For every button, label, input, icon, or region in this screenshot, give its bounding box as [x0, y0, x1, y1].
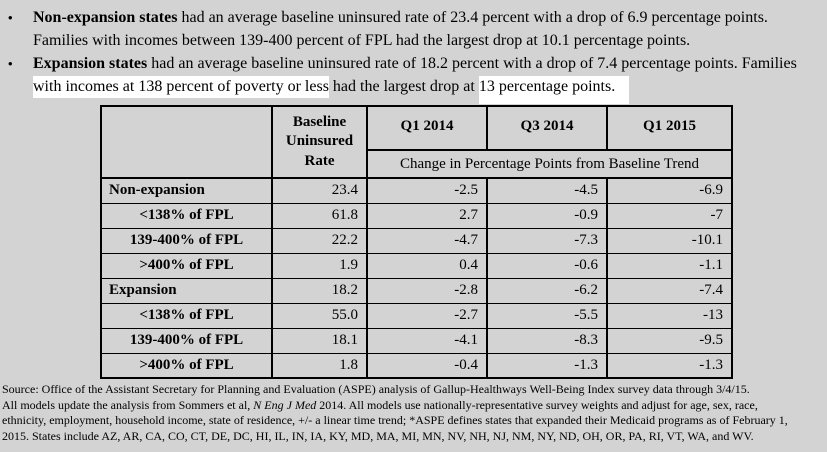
cell-q3-2014: -6.2 [486, 277, 608, 304]
cell-q1-2014: -2.8 [366, 277, 488, 304]
cell-q1-2015: -6.9 [606, 177, 733, 204]
row-label-expansion: Expansion [100, 277, 273, 304]
cell-q1-2014: 2.7 [366, 202, 488, 229]
highlighted-phrase-13-points: 13 percentage points. [478, 76, 630, 104]
row-label-139-400-fpl: 139-400% of FPL [100, 227, 273, 254]
table-corner-cell [100, 105, 273, 179]
cell-q1-2014: -2.7 [366, 302, 488, 329]
row-label-non-expansion: Non-expansion [100, 177, 273, 204]
table-header-row: Baseline Uninsured Rate Q1 2014 Q3 2014 … [100, 105, 733, 179]
cell-baseline: 18.2 [271, 277, 368, 304]
source-line-1: Source: Office of the Assistant Secretar… [2, 382, 750, 396]
bullet-body-non-expansion: had an average baseline uninsured rate o… [33, 9, 776, 49]
cell-q3-2014: -8.3 [486, 327, 608, 354]
table-row-nonexp-under-138: <138% of FPL 61.8 2.7 -0.9 -7 [100, 202, 733, 229]
cell-q1-2015-highlighted: -13 [606, 302, 733, 329]
table-row-expansion: Expansion 18.2 -2.8 -6.2 -7.4 [100, 277, 733, 304]
cell-q1-2014: 0.4 [366, 252, 488, 279]
col-header-q3-2014: Q3 2014 [486, 105, 608, 151]
table-subheader-row: Change in Percentage Points from Baselin… [101, 149, 733, 179]
cell-baseline: 55.0 [271, 302, 368, 329]
cell-q3-2014: -5.5 [486, 302, 608, 329]
cell-q1-2015: -10.1 [606, 227, 733, 254]
cell-baseline: 18.1 [271, 327, 368, 354]
cell-q3-2014: -7.3 [486, 227, 608, 254]
bullet-body-expansion-mid: had the largest drop at [328, 78, 479, 95]
bullet-item-non-expansion: • Non-expansion states had an average ba… [8, 6, 825, 52]
bullet-text-expansion: Expansion states had an average baseline… [33, 52, 825, 104]
table-row-nonexp-139-400: 139-400% of FPL 22.2 -4.7 -7.3 -10.1 [100, 227, 733, 254]
uninsured-rate-table: Baseline Uninsured Rate Q1 2014 Q3 2014 … [100, 105, 733, 379]
cell-baseline: 22.2 [271, 227, 368, 254]
table-row-non-expansion: Non-expansion 23.4 -2.5 -4.5 -6.9 [100, 177, 733, 204]
cell-q1-2015: -1.3 [606, 352, 733, 379]
bullet-marker-icon: • [8, 56, 13, 71]
cell-q3-2014: -1.3 [486, 352, 608, 379]
source-note: Source: Office of the Assistant Secretar… [2, 382, 827, 444]
col-header-q1-2015: Q1 2015 [606, 105, 733, 151]
source-line-2-post: 2014. All models use nationally-represen… [316, 397, 758, 412]
cell-q1-2015: -1.1 [606, 252, 733, 279]
cell-q1-2015-highlighted: -7 [606, 202, 733, 229]
row-label-over-400-fpl: >400% of FPL [100, 352, 273, 379]
cell-q3-2014: -0.6 [486, 252, 608, 279]
table-row-nonexp-over-400: >400% of FPL 1.9 0.4 -0.6 -1.1 [100, 252, 733, 279]
bullet-marker-icon: • [8, 10, 13, 25]
bullet-lead-expansion: Expansion states [33, 55, 148, 72]
cell-baseline: 1.8 [271, 352, 368, 379]
bullet-text-non-expansion: Non-expansion states had an average base… [33, 6, 825, 52]
cell-q1-2014: -4.1 [366, 327, 488, 354]
bullet-item-expansion: • Expansion states had an average baseli… [8, 52, 825, 104]
journal-title: N Eng J Med [253, 397, 317, 412]
source-line-2-pre: All models update the analysis from Somm… [2, 397, 254, 412]
row-label-over-400-fpl: >400% of FPL [100, 252, 273, 279]
table-row-exp-under-138: <138% of FPL 55.0 -2.7 -5.5 -13 [100, 302, 733, 329]
cell-baseline: 61.8 [271, 202, 368, 229]
cell-q1-2015: -7.4 [606, 277, 733, 304]
cell-q3-2014: -4.5 [486, 177, 608, 204]
col-header-baseline-uninsured-rate: Baseline Uninsured Rate [271, 105, 368, 179]
table-row-exp-139-400: 139-400% of FPL 18.1 -4.1 -8.3 -9.5 [100, 327, 733, 354]
row-label-under-138-fpl: <138% of FPL [100, 302, 273, 329]
row-label-139-400-fpl: 139-400% of FPL [100, 327, 273, 354]
source-line-3: ethnicity, employment, household income,… [2, 413, 788, 427]
source-line-4: 2015. States include AZ, AR, CA, CO, CT,… [2, 428, 754, 443]
cell-baseline: 23.4 [271, 177, 368, 204]
table-subheader-caption: Change in Percentage Points from Baselin… [366, 149, 733, 179]
cell-q1-2014: -0.4 [366, 352, 488, 379]
source-line-2: All models update the analysis from Somm… [2, 398, 827, 414]
cell-q1-2014: -4.7 [366, 227, 488, 254]
cell-q3-2014: -0.9 [486, 202, 608, 229]
col-header-q1-2014: Q1 2014 [366, 105, 488, 151]
highlighted-phrase-poverty: with incomes at 138 percent of poverty o… [33, 76, 329, 98]
bullet-body-expansion: had an average baseline uninsured rate o… [147, 55, 801, 72]
cell-baseline: 1.9 [271, 252, 368, 279]
bullet-lead-non-expansion: Non-expansion states [33, 9, 178, 26]
table-row-exp-over-400: >400% of FPL 1.8 -0.4 -1.3 -1.3 [100, 352, 733, 379]
row-label-under-138-fpl: <138% of FPL [100, 202, 273, 229]
cell-q1-2014: -2.5 [366, 177, 488, 204]
bullet-list: • Non-expansion states had an average ba… [0, 0, 827, 104]
cell-q1-2015: -9.5 [606, 327, 733, 354]
